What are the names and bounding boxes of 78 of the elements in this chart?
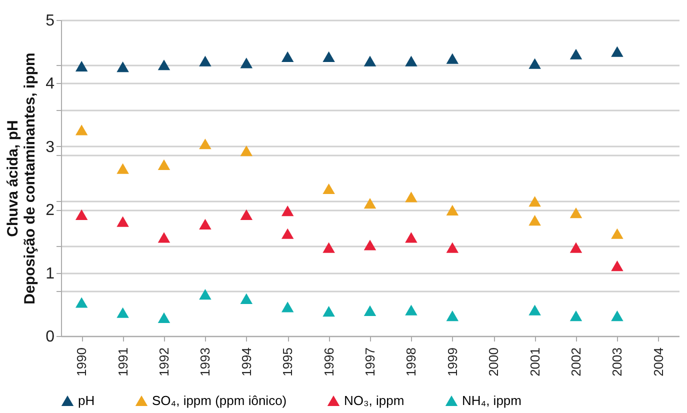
- point: [528, 304, 541, 316]
- x-tick-label: 1999: [444, 348, 460, 376]
- point: [570, 310, 582, 322]
- x-tick-label: 1996: [321, 348, 336, 376]
- point: [570, 207, 582, 218]
- y-tick-label: 5: [46, 12, 55, 30]
- point: [446, 310, 459, 322]
- point: [364, 56, 376, 66]
- y-tick-label: 0: [46, 328, 55, 346]
- point: [240, 293, 253, 304]
- point: [405, 232, 418, 243]
- point: [240, 209, 253, 220]
- point: [364, 305, 376, 316]
- x-tick-label: 2003: [610, 348, 625, 376]
- point: [322, 242, 335, 253]
- x-tick-label: 1994: [238, 348, 254, 376]
- point: [570, 242, 582, 253]
- point: [405, 192, 418, 202]
- point: [611, 260, 624, 272]
- point: [281, 206, 294, 216]
- point: [116, 61, 129, 72]
- point: [611, 310, 624, 322]
- point: [158, 60, 170, 70]
- point: [528, 215, 541, 226]
- legend-label: NH₄, ippm: [462, 392, 522, 408]
- y-tick-label: 3: [46, 138, 55, 156]
- point: [570, 48, 582, 60]
- point: [199, 138, 212, 150]
- point: [405, 304, 418, 316]
- x-tick-label: 1991: [115, 348, 130, 376]
- point: [281, 302, 294, 312]
- point: [446, 242, 459, 253]
- point: [199, 218, 212, 230]
- point: [322, 183, 335, 194]
- point: [199, 288, 212, 300]
- point: [528, 58, 541, 69]
- x-tick-label: 2001: [527, 348, 542, 376]
- point: [405, 56, 418, 66]
- point: [364, 240, 376, 250]
- point: [281, 228, 294, 239]
- point: [116, 163, 129, 174]
- point: [240, 146, 253, 156]
- x-tick-label: 1992: [156, 348, 172, 376]
- x-tick-label: 1995: [280, 348, 296, 376]
- point: [199, 56, 212, 66]
- point: [611, 228, 624, 239]
- x-tick-label: 1990: [74, 348, 90, 376]
- point: [158, 232, 170, 243]
- x-tick-label: 2002: [568, 348, 584, 376]
- point: [322, 51, 335, 62]
- point: [281, 51, 294, 62]
- point: [611, 46, 624, 57]
- point: [364, 198, 376, 209]
- point: [116, 216, 129, 227]
- point: [528, 196, 541, 207]
- legend-label: NO₃, ippm: [344, 392, 404, 408]
- point: [75, 297, 88, 308]
- point: [446, 53, 459, 64]
- point: [322, 306, 335, 317]
- point: [240, 58, 253, 68]
- y-tick-label: 1: [46, 265, 55, 282]
- point: [158, 159, 170, 170]
- point: [116, 307, 129, 318]
- x-tick-label: 2004: [650, 348, 666, 376]
- point: [158, 312, 170, 323]
- y-tick-label: 4: [46, 76, 55, 93]
- x-tick-label: 1993: [198, 348, 213, 376]
- point: [446, 204, 459, 216]
- legend-label: pH: [78, 392, 95, 408]
- x-tick-label: 2000: [486, 348, 502, 376]
- point: [75, 60, 88, 72]
- point: [75, 124, 88, 136]
- legend-label: SO₄, ippm (ppm iônico): [152, 392, 287, 408]
- y-axis-title: Chuva ácida, pH Deposição de contaminantes, ippm: [4, 52, 39, 304]
- y-tick-label: 2: [46, 202, 55, 220]
- x-tick-label: 1997: [362, 348, 378, 376]
- point: [75, 209, 88, 220]
- x-tick-label: 1998: [404, 348, 419, 376]
